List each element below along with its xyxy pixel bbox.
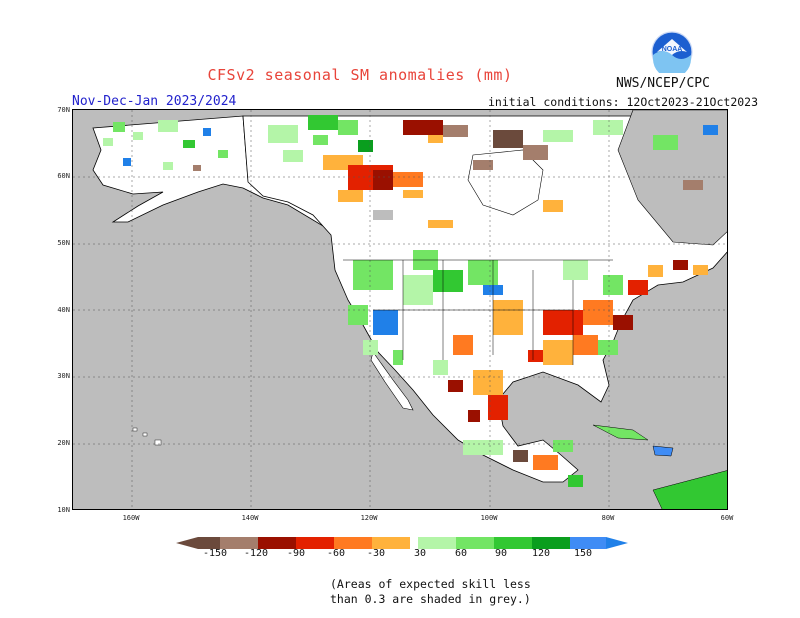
lon-label: 80W <box>601 514 615 522</box>
colorbar-label: -120 <box>243 548 269 559</box>
anomaly-cells <box>103 115 718 487</box>
lon-label: 60W <box>720 514 734 522</box>
colorbar-segment <box>532 537 570 549</box>
hawaii-islands <box>132 427 162 446</box>
cuba <box>592 424 649 441</box>
colorbar-label: 60 <box>454 548 468 559</box>
colorbar-segment <box>570 537 606 549</box>
colorbar-label: 30 <box>413 548 427 559</box>
graticule <box>73 110 727 509</box>
agency-label: NWS/NCEP/CPC <box>616 76 710 91</box>
colorbar-segment <box>456 537 494 549</box>
colorbar-segment <box>372 537 410 549</box>
colorbar-label: -150 <box>202 548 228 559</box>
colorbar-left-arrow <box>176 537 198 549</box>
skill-note: (Areas of expected skill less than 0.3 a… <box>330 577 540 607</box>
noaa-logo-text: NOAA <box>662 46 683 53</box>
map-canvas <box>73 110 727 509</box>
lat-label: 40N <box>57 306 70 314</box>
lat-label: 10N <box>57 506 70 514</box>
lon-label: 160W <box>122 514 140 522</box>
colorbar-label: -30 <box>366 548 386 559</box>
initial-conditions: initial conditions: 12Oct2023-21Oct2023 <box>488 95 759 109</box>
skill-note-line2: than 0.3 are shaded in grey.) <box>330 592 531 606</box>
colorbar-label: 90 <box>494 548 508 559</box>
colorbar-segment <box>296 537 334 549</box>
colorbar-segment <box>334 537 372 549</box>
colorbar-label: -90 <box>286 548 306 559</box>
colorbar-segment <box>220 537 258 549</box>
forecast-period: Nov-Dec-Jan 2023/2024 <box>72 94 237 109</box>
hispaniola <box>652 445 674 457</box>
south-america-land <box>652 470 727 509</box>
colorbar-label: 120 <box>531 548 551 559</box>
lon-label: 140W <box>241 514 259 522</box>
state-borders <box>343 259 613 365</box>
skill-note-line1: (Areas of expected skill less <box>330 577 531 591</box>
lat-label: 60N <box>57 172 70 180</box>
colorbar-right-arrow <box>606 537 628 549</box>
colorbar-label: -60 <box>326 548 346 559</box>
anomaly-map <box>72 109 728 510</box>
north-america-land <box>242 115 727 483</box>
lat-label: 70N <box>57 106 70 114</box>
colorbar-label: 150 <box>573 548 593 559</box>
noaa-logo: NOAA <box>651 31 693 78</box>
lon-label: 100W <box>480 514 498 522</box>
colorbar-segment <box>198 537 220 549</box>
lat-label: 50N <box>57 239 70 247</box>
lon-label: 120W <box>360 514 378 522</box>
lat-label: 30N <box>57 372 70 380</box>
lat-label: 20N <box>57 439 70 447</box>
map-title: CFSv2 seasonal SM anomalies (mm) <box>207 66 513 84</box>
colorbar-segment <box>258 537 296 549</box>
colorbar <box>176 535 628 549</box>
colorbar-segment <box>418 537 456 549</box>
colorbar-segment <box>494 537 532 549</box>
baja-land <box>370 351 414 411</box>
colorbar-segment <box>410 537 418 549</box>
